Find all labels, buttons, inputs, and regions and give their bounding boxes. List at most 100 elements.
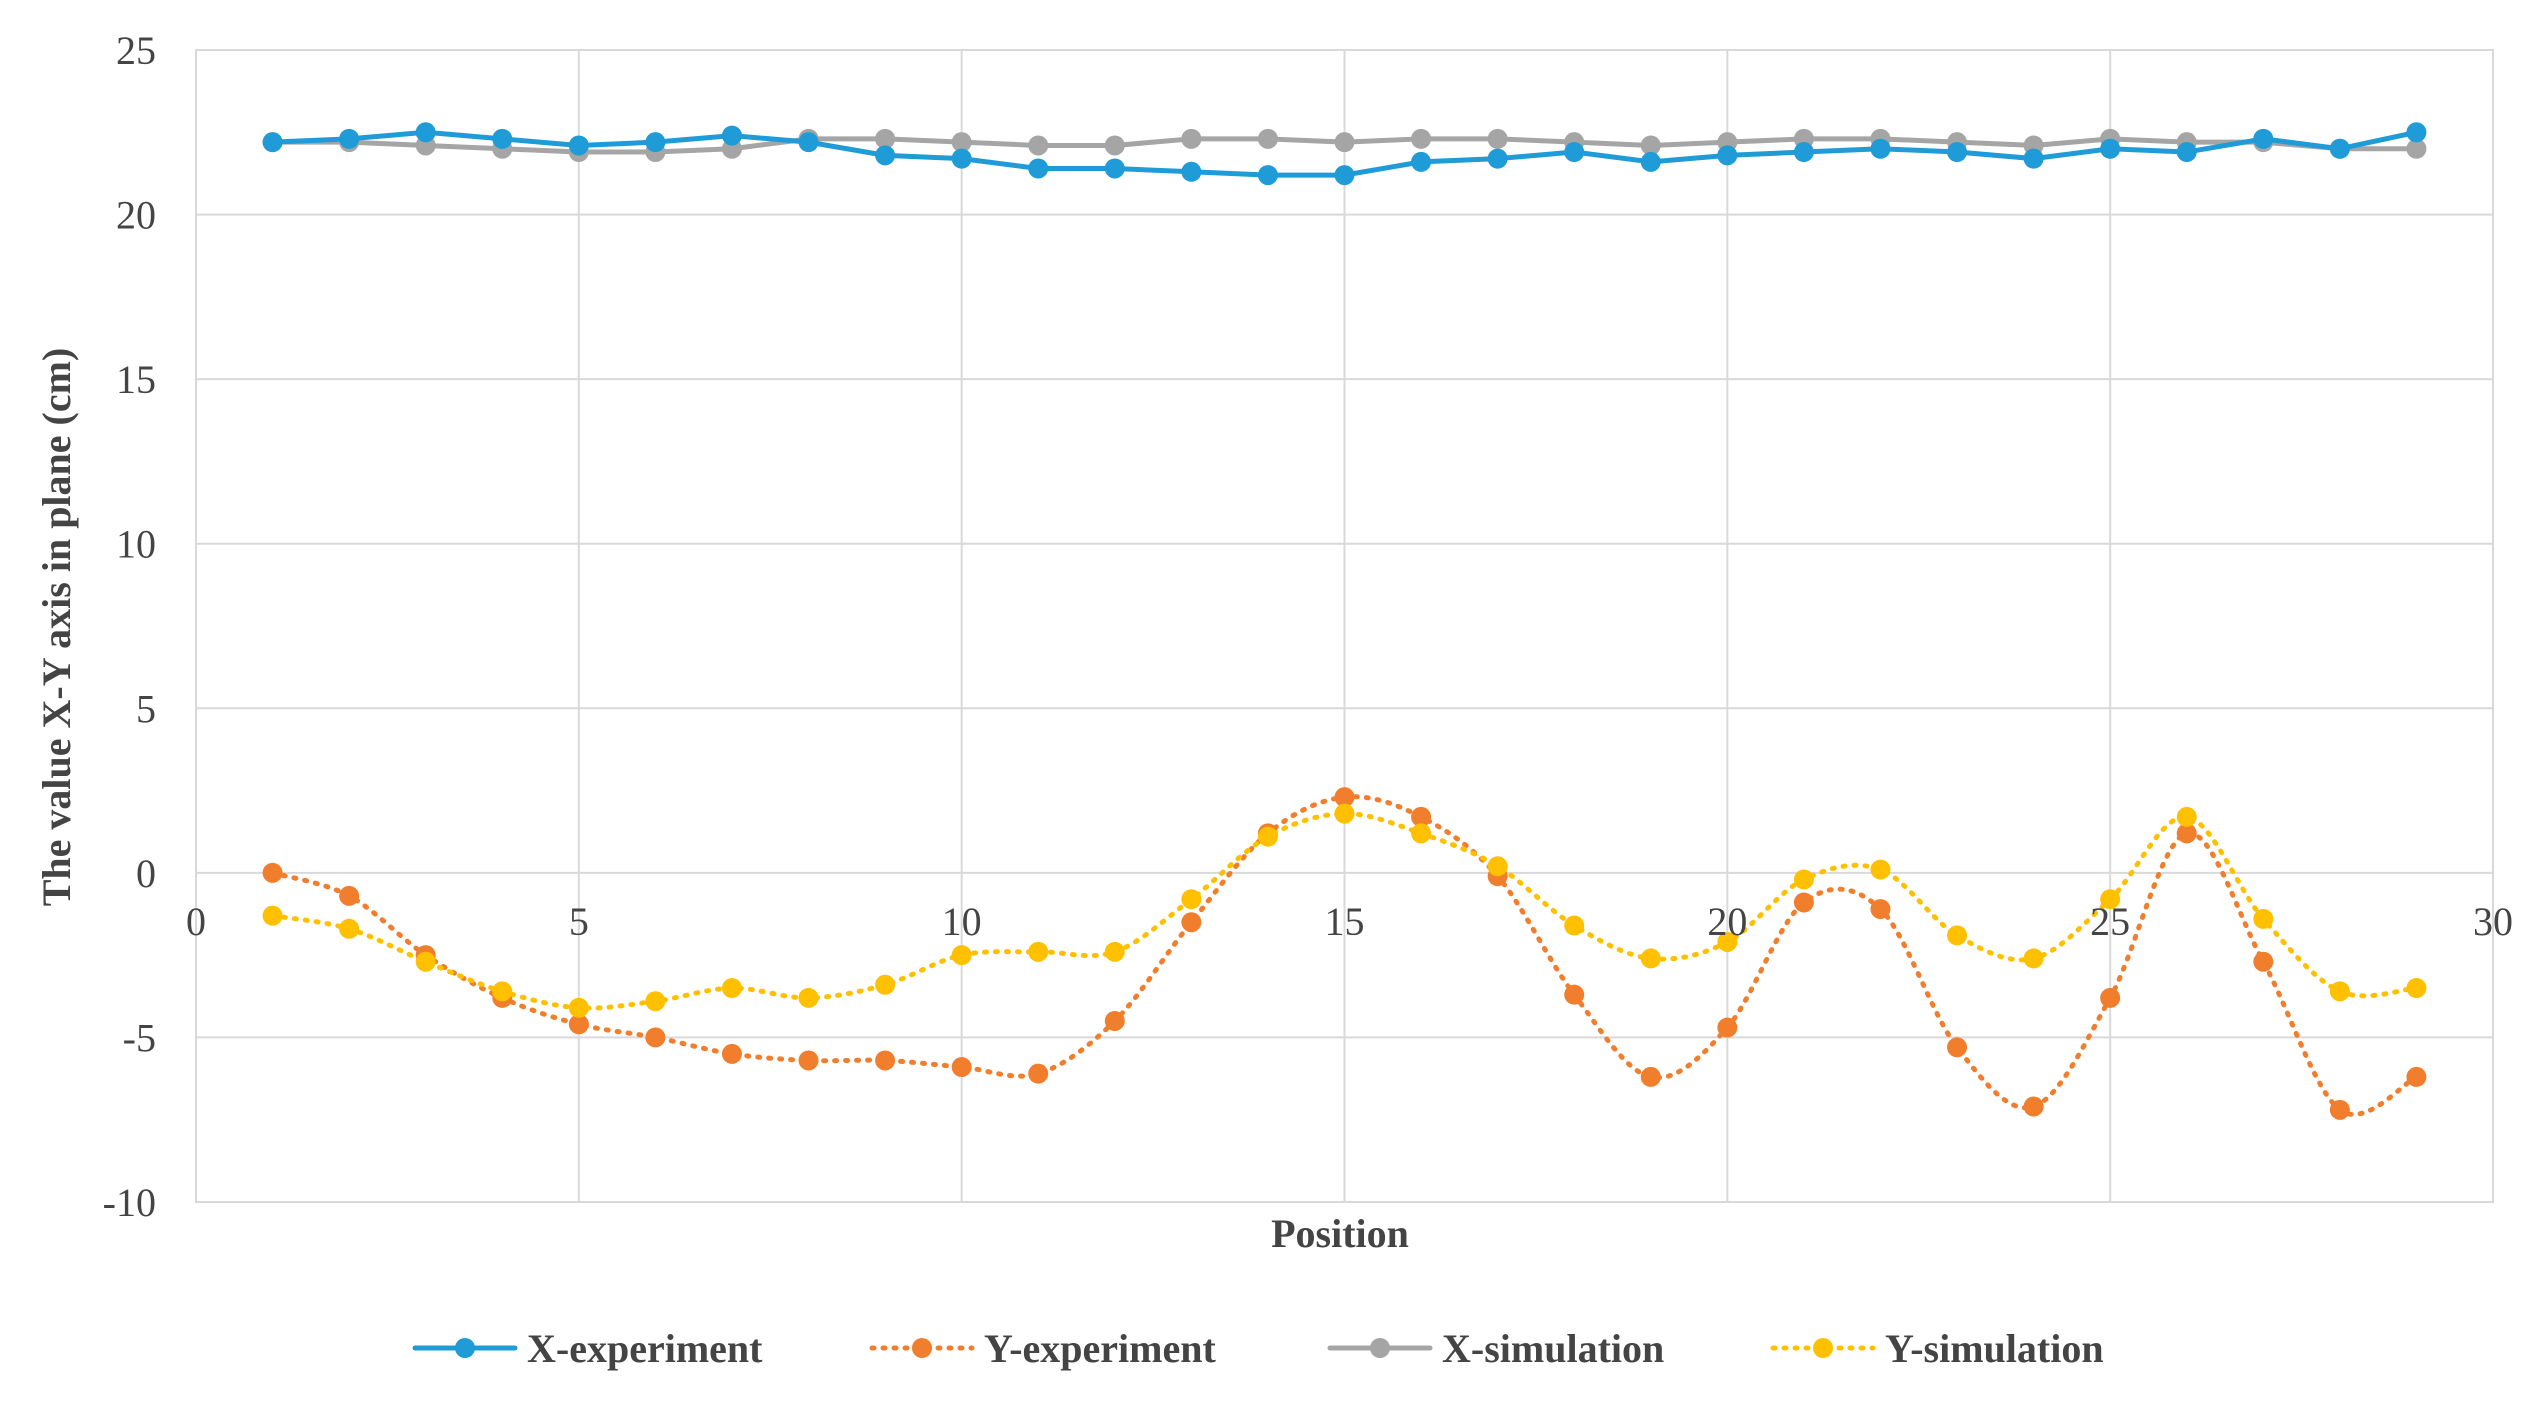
grid-lines bbox=[195, 49, 2494, 1203]
legend-label: Y-simulation bbox=[1885, 1326, 2104, 1371]
legend-label: X-simulation bbox=[1442, 1326, 1664, 1371]
y-tick-label: 15 bbox=[116, 357, 156, 402]
legend-item-x-experiment: X-experiment bbox=[412, 1326, 763, 1371]
data-point bbox=[1487, 148, 1508, 169]
data-point bbox=[1947, 1037, 1968, 1058]
data-point bbox=[645, 132, 666, 153]
data-point bbox=[339, 918, 360, 939]
x-tick-label: 15 bbox=[1325, 899, 1365, 944]
data-point bbox=[1411, 823, 1432, 844]
data-point bbox=[1334, 787, 1355, 808]
data-point bbox=[798, 987, 819, 1008]
data-point bbox=[798, 132, 819, 153]
data-point bbox=[1640, 135, 1661, 156]
data-point bbox=[721, 978, 742, 999]
data-point bbox=[2176, 823, 2197, 844]
data-point bbox=[1104, 941, 1125, 962]
x-tick-label: 25 bbox=[2090, 899, 2130, 944]
data-point bbox=[2100, 987, 2121, 1008]
y-tick-label: 0 bbox=[136, 851, 156, 896]
y-tick-label: 20 bbox=[116, 193, 156, 238]
legend-swatch-marker bbox=[1813, 1338, 1833, 1358]
data-point bbox=[875, 145, 896, 166]
data-point bbox=[875, 974, 896, 995]
legend-item-x-simulation: X-simulation bbox=[1327, 1326, 1664, 1371]
legend: X-experiment Y-experiment X-simulation Y-si… bbox=[412, 1326, 2104, 1371]
data-point bbox=[1104, 158, 1125, 179]
data-point bbox=[2176, 142, 2197, 163]
data-point bbox=[1334, 803, 1355, 824]
data-point bbox=[1334, 132, 1355, 153]
x-tick-label: 30 bbox=[2473, 899, 2513, 944]
data-point bbox=[339, 885, 360, 906]
series-x-experiment bbox=[262, 122, 2427, 186]
data-point bbox=[721, 1043, 742, 1064]
data-point bbox=[2253, 951, 2274, 972]
data-point bbox=[2023, 1096, 2044, 1117]
legend-swatch-marker bbox=[1370, 1338, 1390, 1358]
y-tick-label: -10 bbox=[103, 1180, 156, 1225]
data-point bbox=[1487, 128, 1508, 149]
data-point bbox=[1257, 165, 1278, 186]
x-axis-title: Position bbox=[1271, 1211, 1409, 1256]
data-point bbox=[798, 1050, 819, 1071]
data-point bbox=[2023, 148, 2044, 169]
data-point bbox=[415, 122, 436, 143]
data-point bbox=[1564, 984, 1585, 1005]
y-tick-label: 10 bbox=[116, 522, 156, 567]
data-point bbox=[492, 981, 513, 1002]
data-point bbox=[1028, 1063, 1049, 1084]
data-point bbox=[1104, 1010, 1125, 1031]
data-point bbox=[2406, 1066, 2427, 1087]
data-point bbox=[2100, 138, 2121, 159]
x-tick-label: 20 bbox=[1707, 899, 1747, 944]
data-point bbox=[645, 991, 666, 1012]
data-point bbox=[2253, 908, 2274, 929]
y-tick-label: 5 bbox=[136, 686, 156, 731]
data-point bbox=[2253, 128, 2274, 149]
y-axis-title: The value X-Y axis in plane (cm) bbox=[34, 348, 79, 907]
data-point bbox=[1564, 915, 1585, 936]
x-tick-label: 5 bbox=[569, 899, 589, 944]
data-point bbox=[1181, 128, 1202, 149]
data-point bbox=[1487, 856, 1508, 877]
y-tick-label: 25 bbox=[116, 28, 156, 73]
series-layer bbox=[262, 122, 2427, 1120]
data-point bbox=[568, 1014, 589, 1035]
data-point bbox=[1717, 931, 1738, 952]
data-point bbox=[1028, 158, 1049, 179]
data-point bbox=[1104, 135, 1125, 156]
data-point bbox=[568, 135, 589, 156]
data-point bbox=[2176, 806, 2197, 827]
data-point bbox=[2406, 138, 2427, 159]
data-point bbox=[1870, 138, 1891, 159]
data-point bbox=[568, 997, 589, 1018]
data-point bbox=[1947, 925, 1968, 946]
data-point bbox=[1257, 128, 1278, 149]
plot-area bbox=[195, 49, 2494, 1203]
data-point bbox=[492, 128, 513, 149]
x-axis-ticks: 0 5 10 15 20 25 30 bbox=[186, 899, 2513, 944]
data-point bbox=[1411, 806, 1432, 827]
data-point bbox=[1870, 859, 1891, 880]
data-point bbox=[1640, 151, 1661, 172]
data-point bbox=[1947, 142, 1968, 163]
data-point bbox=[262, 905, 283, 926]
x-tick-label: 10 bbox=[942, 899, 982, 944]
data-point bbox=[2329, 981, 2350, 1002]
data-point bbox=[262, 132, 283, 153]
data-point bbox=[262, 862, 283, 883]
data-point bbox=[1640, 948, 1661, 969]
data-point bbox=[2406, 122, 2427, 143]
data-point bbox=[1793, 892, 1814, 913]
legend-swatch-marker bbox=[455, 1338, 475, 1358]
data-point bbox=[2023, 948, 2044, 969]
data-point bbox=[1181, 889, 1202, 910]
legend-item-y-experiment: Y-experiment bbox=[869, 1326, 1216, 1371]
data-point bbox=[1181, 912, 1202, 933]
data-point bbox=[339, 128, 360, 149]
data-point bbox=[2100, 889, 2121, 910]
data-point bbox=[645, 1027, 666, 1048]
data-point bbox=[2406, 978, 2427, 999]
